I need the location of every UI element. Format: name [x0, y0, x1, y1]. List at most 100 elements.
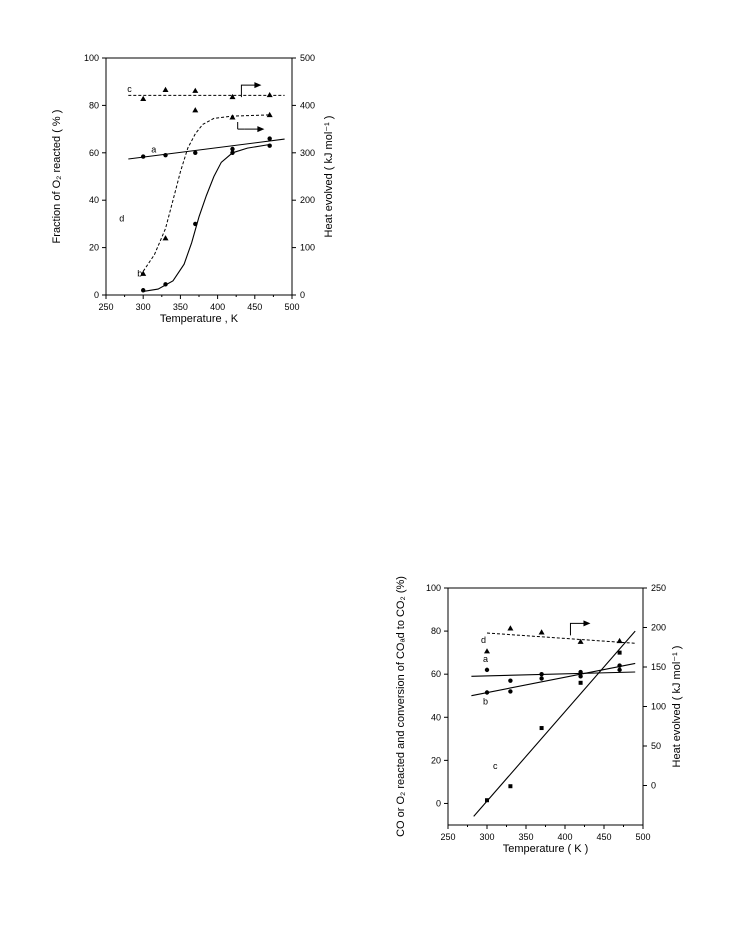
- series-label-c: c: [127, 84, 132, 94]
- y-right-tick-label: 100: [300, 243, 315, 253]
- series-line-a: [471, 671, 636, 677]
- point-b: [508, 689, 513, 694]
- right-axis-arrow-head: [254, 82, 262, 89]
- y-right-tick-label: 0: [651, 781, 656, 791]
- chart-top-o2-fraction: 250 300 350 400 450 5000204060801000100200300…: [51, 53, 335, 325]
- y-right-tick-label: 300: [300, 148, 315, 158]
- y-right-tick-label: 500: [300, 53, 315, 63]
- x-tick-label: 500: [284, 302, 299, 312]
- x-tick-label: 250: [440, 832, 455, 842]
- point-c: [140, 95, 147, 101]
- y-right-tick-label: 400: [300, 100, 315, 110]
- y-left-axis-title: CO or O₂ reacted and conversion of COₐd …: [395, 576, 407, 837]
- point-d: [538, 629, 545, 635]
- y-left-tick-label: 100: [84, 53, 99, 63]
- y-right-axis-title: Heat evolved ( kJ mol⁻¹ ): [323, 116, 335, 238]
- series-line-b: [143, 143, 270, 292]
- point-a: [484, 667, 490, 673]
- x-tick-label: 400: [210, 302, 225, 312]
- point-a: [508, 678, 513, 683]
- y-right-axis-title: Heat evolved ( kJ mol⁻¹ ): [671, 646, 683, 768]
- x-tick-label: 450: [247, 302, 262, 312]
- series-label-a: a: [151, 145, 156, 155]
- point-b: [539, 676, 544, 681]
- point-b: [484, 690, 490, 695]
- right-axis-arrow-head: [583, 620, 591, 627]
- y-left-tick-label: 0: [94, 290, 99, 300]
- x-axis-title: Temperature , K: [160, 313, 239, 325]
- y-left-tick-label: 0: [436, 798, 441, 808]
- point-d: [266, 111, 273, 118]
- y-left-tick-label: 80: [431, 626, 441, 636]
- y-right-tick-label: 100: [651, 702, 666, 712]
- series-line-c: [473, 630, 636, 817]
- point-c: [192, 87, 199, 93]
- x-tick-label: 450: [596, 832, 611, 842]
- y-right-tick-label: 200: [651, 623, 666, 633]
- point-a: [539, 671, 544, 677]
- point-b: [193, 221, 198, 227]
- point-b: [617, 667, 622, 673]
- right-axis-arrow-line: [240, 84, 256, 98]
- y-right-tick-label: 200: [300, 195, 315, 205]
- series-line-d: [142, 114, 270, 272]
- chart-bottom-co-conversion: 250 300 350 400 450 500 0 20 40 60 80 100 0 50 100 150 2…: [395, 576, 683, 855]
- plot-frame: [105, 57, 293, 296]
- y-right-tick-label: 250: [651, 583, 666, 593]
- point-b: [267, 143, 272, 148]
- point-d: [577, 638, 584, 644]
- point-c: [229, 93, 236, 100]
- x-tick-label: 300: [479, 832, 494, 842]
- y-left-tick-label: 60: [431, 669, 441, 679]
- right-axis-arrow-head: [257, 126, 265, 133]
- series-line-a: [128, 138, 285, 160]
- y-right-tick-label: 50: [651, 741, 661, 751]
- point-b: [163, 282, 168, 287]
- point-c: [508, 784, 513, 789]
- point-a: [230, 146, 235, 152]
- y-left-tick-label: 40: [431, 712, 441, 722]
- x-tick-label: 300: [136, 302, 151, 312]
- right-axis-arrow-line: [569, 622, 585, 636]
- series-label-c: c: [493, 761, 498, 771]
- x-tick-label: 350: [518, 832, 533, 842]
- point-c: [578, 680, 583, 685]
- point-d: [484, 648, 490, 654]
- x-tick-label: 350: [173, 302, 188, 312]
- point-c: [485, 798, 489, 803]
- series-line-b: [471, 662, 636, 697]
- series-label-b: b: [483, 696, 488, 706]
- y-right-tick-label: 0: [300, 290, 305, 300]
- point-b: [141, 288, 146, 293]
- point-b: [578, 674, 583, 679]
- point-d: [162, 235, 169, 241]
- point-c: [266, 91, 273, 98]
- series-line-d: [486, 632, 636, 644]
- y-left-tick-label: 20: [431, 755, 441, 765]
- x-tick-label: 500: [635, 832, 650, 842]
- y-right-tick-label: 150: [651, 662, 666, 672]
- point-d: [192, 107, 199, 113]
- x-tick-label: 400: [557, 832, 572, 842]
- y-left-tick-label: 80: [89, 100, 99, 110]
- point-a: [141, 154, 146, 159]
- point-d: [140, 270, 147, 276]
- series-label-d: d: [481, 635, 486, 645]
- point-d: [229, 114, 236, 120]
- point-b: [230, 150, 235, 155]
- point-a: [267, 136, 272, 141]
- y-left-tick-label: 20: [89, 243, 99, 253]
- series-label-a: a: [483, 654, 488, 664]
- point-d: [507, 625, 514, 631]
- point-a: [163, 152, 168, 158]
- point-a: [578, 669, 583, 675]
- point-c: [617, 650, 622, 655]
- point-a: [193, 150, 198, 155]
- x-tick-label: 250: [98, 302, 113, 312]
- point-c: [162, 86, 169, 92]
- y-left-axis-title: Fraction of O₂ reacted ( % ): [51, 110, 63, 244]
- series-label-d: d: [119, 214, 124, 224]
- y-left-tick-label: 100: [426, 583, 441, 593]
- plot-frame: [447, 587, 644, 826]
